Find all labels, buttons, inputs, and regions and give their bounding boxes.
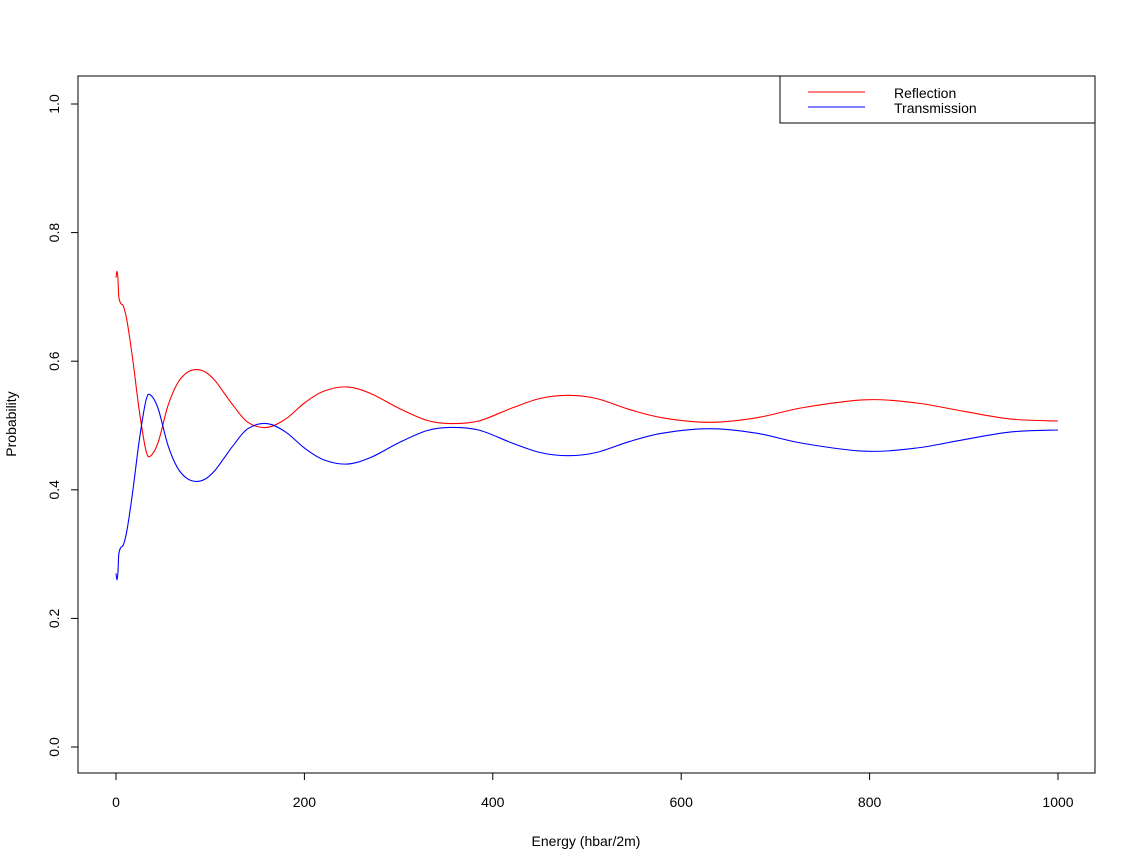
x-axis: 0 200 400 600 800 1000 <box>112 772 1074 810</box>
legend-label-transmission: Transmission <box>894 100 977 116</box>
y-tick-label: 0.4 <box>46 480 62 500</box>
series-layer <box>115 270 1059 581</box>
y-tick-label: 0.6 <box>46 351 62 371</box>
y-tick-label: 0.0 <box>46 737 62 757</box>
y-tick-label: 0.2 <box>46 608 62 628</box>
legend-box <box>779 75 1096 124</box>
y-axis-title: Probability <box>3 391 19 456</box>
legend: Reflection Transmission <box>779 75 1096 124</box>
y-tick-label: 0.8 <box>46 223 62 243</box>
legend-label-reflection: Reflection <box>894 85 956 101</box>
x-axis-title: Energy (hbar/2m) <box>532 833 641 849</box>
x-tick-label: 600 <box>670 794 694 810</box>
plot-frame <box>77 75 1096 774</box>
y-tick-label: 1.0 <box>46 94 62 114</box>
x-tick-label: 200 <box>293 794 317 810</box>
series-line-transmission <box>115 393 1059 581</box>
x-tick-label: 1000 <box>1042 794 1073 810</box>
x-tick-label: 0 <box>112 794 120 810</box>
x-tick-label: 800 <box>858 794 882 810</box>
x-tick-label: 400 <box>481 794 505 810</box>
y-axis: 0.0 0.2 0.4 0.6 0.8 1.0 <box>46 94 79 757</box>
series-line-reflection <box>115 270 1059 458</box>
